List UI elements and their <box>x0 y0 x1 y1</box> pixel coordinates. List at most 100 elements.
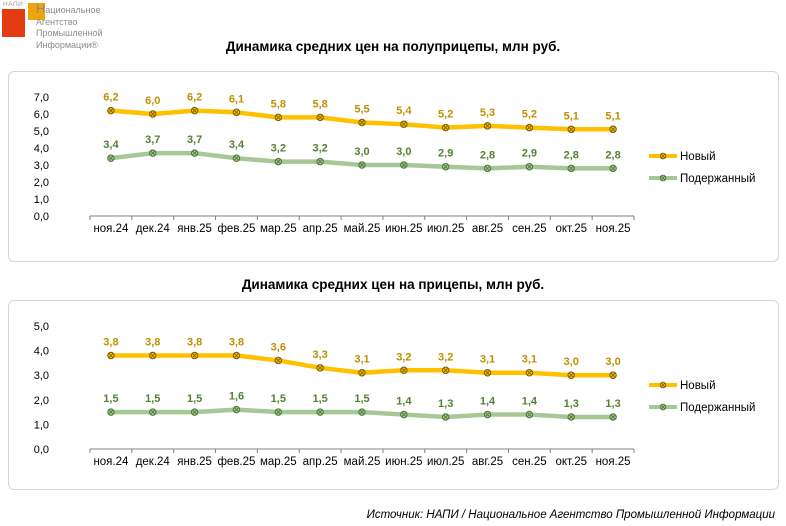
data-label: 3,8 <box>103 337 118 349</box>
legend-item-new: Новый <box>649 151 716 163</box>
data-label: 1,3 <box>564 398 579 410</box>
data-label: 3,1 <box>480 354 495 366</box>
marker-x-glyph <box>443 125 449 130</box>
semitrailers-price-chart: 0,0 1,0 2,0 3,0 4,0 5,0 6,0 7,0 ноя.24 дек.24 янв.… <box>34 92 756 235</box>
x-tick-label: дек.24 <box>136 456 171 468</box>
marker-x-glyph <box>275 159 281 164</box>
x-tick-label: ноя.25 <box>596 456 631 468</box>
svg-text:0,0: 0,0 <box>34 444 49 456</box>
marker-x-glyph <box>359 120 365 125</box>
marker-x-glyph <box>150 353 156 358</box>
svg-text:4,0: 4,0 <box>34 346 49 358</box>
x-tick-label: ноя.24 <box>93 456 129 468</box>
legend-item-new: Новый <box>649 380 716 392</box>
chart-title-trailers: Динамика средних цен на прицепы, млн руб… <box>241 277 545 292</box>
data-label: 3,2 <box>313 143 328 155</box>
data-label: 1,3 <box>438 398 453 410</box>
marker-x-glyph <box>275 409 281 415</box>
data-label: 3,2 <box>396 351 411 363</box>
marker-x-glyph <box>443 164 449 170</box>
svg-text:1,0: 1,0 <box>34 194 49 206</box>
data-label: 3,0 <box>605 356 620 368</box>
logo-red-square <box>2 9 25 37</box>
data-label: 1,5 <box>187 393 202 405</box>
marker-x-glyph <box>234 407 239 412</box>
data-label: 3,2 <box>438 351 453 363</box>
svg-text:3,0: 3,0 <box>34 370 49 382</box>
marker-x-glyph <box>234 353 239 358</box>
x-tick-label: июл.25 <box>427 456 465 468</box>
svg-text:7,0: 7,0 <box>34 92 49 104</box>
series-used: 3,4 3,7 3,7 3,4 3,2 3,2 3,0 3,0 2,9 2,8 2,9 2,8 2,8 <box>103 134 621 173</box>
data-label: 3,2 <box>271 143 286 155</box>
data-label: 3,4 <box>229 139 245 151</box>
marker-x-glyph <box>568 414 574 420</box>
marker-x-glyph <box>150 150 156 156</box>
data-label: 5,8 <box>313 98 328 110</box>
data-label: 3,0 <box>354 146 369 158</box>
legend-marker-x <box>661 405 665 409</box>
marker-x-glyph <box>401 412 407 417</box>
data-label: 5,8 <box>271 98 286 110</box>
x-tick-label: июн.25 <box>385 223 422 235</box>
data-label: 3,7 <box>187 134 202 146</box>
data-label: 3,1 <box>354 354 369 366</box>
logo-line: Информации® <box>36 39 98 50</box>
x-tick-label: дек.24 <box>136 223 171 235</box>
marker-x-glyph <box>610 414 616 420</box>
source-note: Источник: НАПИ / Национальное Агентство … <box>366 509 775 521</box>
marker-x-glyph <box>108 108 114 113</box>
marker-x-glyph <box>527 164 532 170</box>
data-label: 5,1 <box>605 110 620 122</box>
marker-x-glyph <box>527 125 532 130</box>
marker-x-glyph <box>234 155 239 161</box>
marker-x-glyph <box>359 162 365 168</box>
marker-x-glyph <box>610 372 616 378</box>
x-axis: ноя.24 дек.24 янв.25 фев.25 мар.25 апр.25 май.… <box>89 215 635 235</box>
marker-x-glyph <box>234 109 239 115</box>
marker-x-glyph <box>192 353 197 358</box>
data-label: 3,3 <box>313 349 328 361</box>
marker-x-glyph <box>317 409 323 415</box>
data-label: 6,2 <box>103 92 118 104</box>
x-tick-label: май.25 <box>344 456 381 468</box>
marker-x-glyph <box>192 409 197 415</box>
svg-text:5,0: 5,0 <box>34 321 49 333</box>
data-label: 1,5 <box>271 393 286 405</box>
data-label: 1,5 <box>145 393 160 405</box>
marker-x-glyph <box>192 108 197 113</box>
legend-marker-x <box>661 383 665 387</box>
svg-text:4,0: 4,0 <box>34 143 49 155</box>
marker-x-glyph <box>401 162 407 168</box>
svg-text:2,0: 2,0 <box>34 395 49 407</box>
marker-x-glyph <box>568 372 574 378</box>
x-tick-label: янв.25 <box>177 456 212 468</box>
marker-x-glyph <box>485 166 490 171</box>
trailers-price-chart: 0,0 1,0 2,0 3,0 4,0 5,0 ноя.24 дек.24 янв.25 фев.… <box>34 321 756 468</box>
x-tick-label: фев.25 <box>217 456 255 468</box>
x-tick-label: авг.25 <box>472 223 503 235</box>
data-label: 5,1 <box>564 110 579 122</box>
data-label: 2,8 <box>564 149 579 161</box>
x-tick-label: фев.25 <box>217 223 255 235</box>
x-tick-label: апр.25 <box>303 456 338 468</box>
marker-x-glyph <box>108 353 114 358</box>
marker-x-glyph <box>485 123 490 129</box>
logo-yellow-square <box>28 3 45 20</box>
x-tick-label: мар.25 <box>260 456 297 468</box>
data-label: 1,4 <box>396 396 412 408</box>
marker-x-glyph <box>317 115 323 120</box>
data-label: 6,0 <box>145 95 160 107</box>
svg-text:0,0: 0,0 <box>34 211 49 223</box>
data-label: 3,1 <box>522 354 537 366</box>
logo-line: Национальное <box>36 1 101 16</box>
marker-x-glyph <box>317 159 323 164</box>
data-label: 5,4 <box>396 105 412 117</box>
x-tick-label: мар.25 <box>260 223 297 235</box>
marker-x-glyph <box>108 409 114 415</box>
x-tick-label: окт.25 <box>555 223 587 235</box>
marker-x-glyph <box>568 126 574 132</box>
logo-line: Агентство <box>36 16 78 27</box>
data-label: 2,9 <box>522 148 537 160</box>
trailers-chart-frame: 0,0 1,0 2,0 3,0 4,0 5,0 ноя.24 дек.24 янв.25 фев.… <box>8 300 779 490</box>
